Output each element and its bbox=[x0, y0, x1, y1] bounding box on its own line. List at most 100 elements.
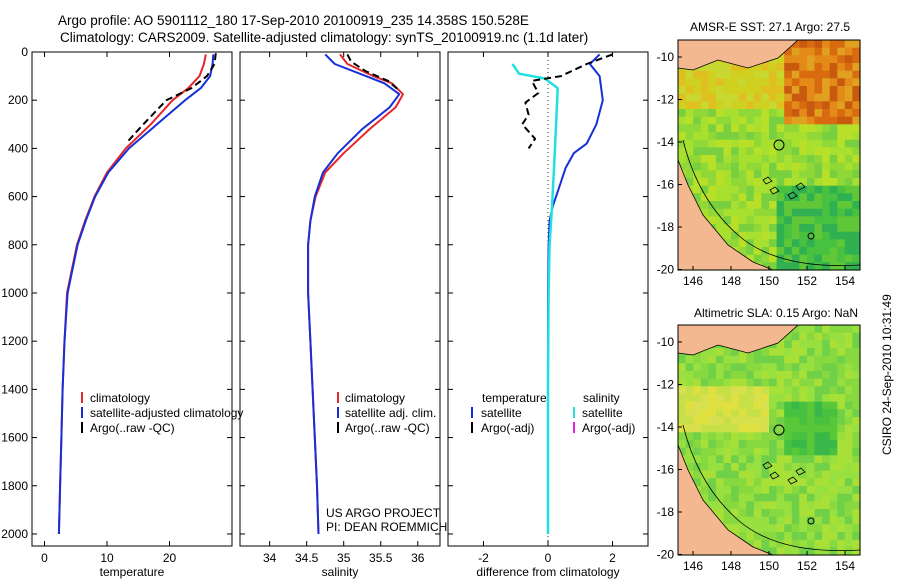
map-cell bbox=[753, 101, 762, 110]
map-cell bbox=[837, 547, 846, 556]
map-cell bbox=[753, 178, 762, 187]
map-cell bbox=[700, 132, 709, 141]
map-cell bbox=[776, 201, 785, 210]
map-cell bbox=[746, 401, 755, 410]
map-cell bbox=[731, 409, 740, 418]
map-cell bbox=[784, 340, 793, 349]
map-cell bbox=[791, 40, 800, 49]
map-cell bbox=[723, 409, 732, 418]
map-cell bbox=[715, 162, 725, 171]
map-cell bbox=[738, 178, 747, 187]
map-cell bbox=[731, 432, 740, 441]
map-cell bbox=[715, 78, 725, 87]
map-cell bbox=[731, 216, 740, 225]
map-cell bbox=[822, 124, 831, 133]
map-cell bbox=[769, 401, 778, 410]
map-y-tick-label: -20 bbox=[657, 548, 675, 562]
map-cell bbox=[806, 516, 816, 525]
map-x-tick-label: 154 bbox=[835, 274, 855, 288]
map-cell bbox=[852, 378, 861, 387]
map-cell bbox=[700, 63, 709, 72]
temperature-panel-frame bbox=[31, 51, 233, 547]
map-cell bbox=[723, 417, 732, 426]
map-cell bbox=[791, 547, 800, 556]
map-cell bbox=[791, 447, 800, 456]
map-cell bbox=[700, 109, 709, 118]
map-cell bbox=[738, 386, 747, 395]
map-cell bbox=[769, 509, 778, 518]
map-cell bbox=[700, 401, 709, 410]
map-cell bbox=[822, 440, 831, 449]
map-cell bbox=[731, 208, 740, 217]
map-cell bbox=[693, 101, 702, 110]
map-cell bbox=[791, 231, 800, 240]
map-cell bbox=[829, 101, 838, 110]
map-cell bbox=[822, 216, 831, 225]
map-cell bbox=[829, 539, 838, 548]
map-cell bbox=[715, 378, 725, 387]
map-cell bbox=[746, 378, 755, 387]
map-cell bbox=[814, 417, 823, 426]
map-cell bbox=[784, 501, 793, 510]
map-cell bbox=[761, 193, 770, 202]
map-cell bbox=[822, 348, 831, 357]
map-cell bbox=[738, 231, 747, 240]
map-cell bbox=[852, 463, 861, 472]
map-cell bbox=[837, 440, 846, 449]
map-cell bbox=[806, 93, 816, 102]
map-cell bbox=[769, 447, 778, 456]
map-cell bbox=[791, 363, 800, 372]
island-outline bbox=[769, 186, 780, 195]
map-cell bbox=[731, 470, 740, 479]
map-cell bbox=[678, 355, 687, 364]
project-text: US ARGO PROJECT bbox=[326, 506, 441, 520]
map-cell bbox=[844, 470, 853, 479]
map-cell bbox=[761, 70, 770, 79]
map-cell bbox=[761, 493, 770, 502]
y-tick-label: 800 bbox=[8, 238, 28, 252]
map-cell bbox=[715, 386, 725, 395]
map-cell bbox=[776, 516, 785, 525]
map-cell bbox=[761, 208, 770, 217]
map-cell bbox=[723, 348, 732, 357]
map-cell bbox=[814, 470, 823, 479]
map-cell bbox=[814, 501, 823, 510]
map-cell bbox=[837, 378, 846, 387]
map-cell bbox=[738, 486, 747, 495]
map-cell bbox=[746, 139, 755, 148]
map-cell bbox=[799, 70, 808, 79]
map-cell bbox=[678, 101, 687, 110]
map-cell bbox=[799, 78, 808, 87]
map-cell bbox=[814, 262, 823, 271]
map-cell bbox=[700, 201, 709, 210]
map-cell bbox=[723, 155, 732, 164]
map-cell bbox=[844, 70, 853, 79]
map-cell bbox=[806, 524, 816, 533]
map-cell bbox=[829, 63, 838, 72]
map-cell bbox=[769, 93, 778, 102]
map-x-tick-label: 152 bbox=[797, 274, 817, 288]
map-cell bbox=[776, 86, 785, 95]
map-cell bbox=[746, 124, 755, 133]
map-cell bbox=[837, 55, 846, 64]
map-cell bbox=[806, 363, 816, 372]
map-cell bbox=[723, 185, 732, 194]
map-cell bbox=[738, 208, 747, 217]
map-cell bbox=[791, 401, 800, 410]
map-cell bbox=[769, 78, 778, 87]
map-cell bbox=[693, 132, 702, 141]
map-cell bbox=[746, 493, 755, 502]
map-cell bbox=[814, 455, 823, 464]
map-cell bbox=[776, 116, 785, 125]
map-cell bbox=[844, 208, 853, 217]
map-cell bbox=[708, 178, 717, 187]
map-cell bbox=[852, 254, 861, 263]
map-cell bbox=[852, 455, 861, 464]
map-cell bbox=[852, 509, 861, 518]
map-cell bbox=[731, 78, 740, 87]
map-cell bbox=[822, 486, 831, 495]
map-cell bbox=[715, 109, 725, 118]
map-y-tick-label: -16 bbox=[657, 178, 675, 192]
chart-title-line-1: Argo profile: AO 5901112_180 17-Sep-2010… bbox=[58, 13, 529, 28]
map-cell bbox=[784, 493, 793, 502]
